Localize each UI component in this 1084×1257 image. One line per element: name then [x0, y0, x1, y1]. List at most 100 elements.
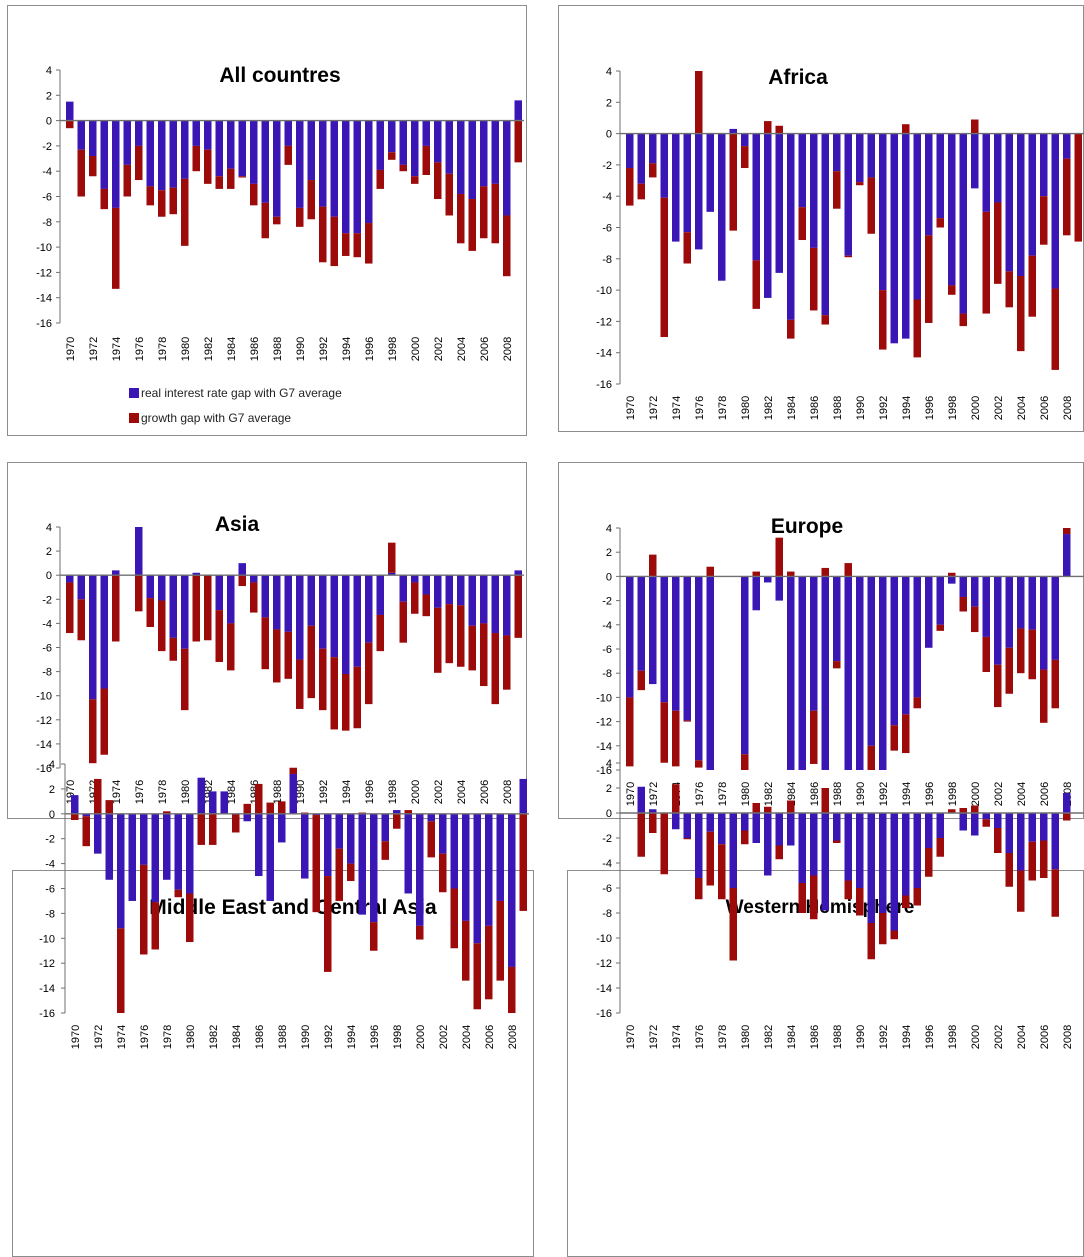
- bar-growth-gap: [833, 171, 841, 209]
- bar-rate-gap: [66, 575, 74, 583]
- bar-rate-gap: [660, 133, 668, 198]
- x-tick-label: 1972: [648, 1025, 660, 1049]
- bar-rate-gap: [146, 120, 154, 187]
- bar-growth-gap: [376, 169, 384, 189]
- x-tick-label: 2004: [1016, 396, 1028, 420]
- bar-growth-gap: [296, 207, 304, 227]
- bar-rate-gap: [399, 120, 407, 165]
- bar-rate-gap: [833, 133, 841, 172]
- bar-rate-gap: [856, 576, 864, 770]
- bar-rate-gap: [741, 576, 749, 755]
- x-tick-label: 1992: [878, 1025, 890, 1049]
- bar-growth-gap: [480, 186, 488, 239]
- x-tick-label: 1974: [111, 780, 123, 804]
- y-tick-label: 0: [46, 570, 52, 582]
- bar-growth-gap: [752, 571, 760, 577]
- x-tick-label: 1992: [878, 396, 890, 420]
- bar-rate-gap: [376, 120, 384, 170]
- bar-rate-gap: [867, 813, 875, 923]
- bar-rate-gap: [1005, 813, 1013, 853]
- bar-growth-gap: [867, 923, 875, 960]
- bar-growth-gap: [913, 697, 921, 709]
- x-tick-label: 1986: [809, 396, 821, 420]
- bar-growth-gap: [445, 604, 453, 664]
- bar-rate-gap: [158, 120, 166, 191]
- bar-rate-gap: [266, 813, 274, 901]
- bar-growth-gap: [856, 888, 864, 916]
- x-tick-label: 1990: [855, 782, 867, 806]
- bar-rate-gap: [867, 576, 875, 746]
- bar-rate-gap: [706, 133, 714, 212]
- bar-growth-gap: [706, 831, 714, 886]
- bar-growth-gap: [879, 913, 887, 945]
- y-tick-label: 2: [606, 547, 612, 559]
- bar-rate-gap: [982, 813, 990, 820]
- bar-rate-gap: [1040, 576, 1048, 670]
- bar-growth-gap: [289, 767, 297, 774]
- bar-growth-gap: [227, 623, 235, 671]
- bar-rate-gap: [971, 576, 979, 607]
- bar-growth-gap: [672, 710, 680, 767]
- bar-growth-gap: [626, 697, 634, 767]
- bar-rate-gap: [660, 576, 668, 703]
- y-tick-label: -2: [42, 594, 52, 606]
- bar-growth-gap: [844, 255, 852, 258]
- bar-rate-gap: [399, 575, 407, 602]
- bar-rate-gap: [856, 133, 864, 183]
- bar-growth-gap: [775, 537, 783, 577]
- bar-rate-gap: [695, 813, 703, 878]
- bar-growth-gap: [434, 162, 442, 200]
- x-tick-label: 1994: [901, 782, 913, 806]
- bar-growth-gap: [112, 575, 120, 642]
- bar-growth-gap: [672, 784, 680, 813]
- bar-rate-gap: [683, 813, 691, 838]
- bar-growth-gap: [411, 176, 419, 184]
- bar-growth-gap: [100, 188, 108, 210]
- x-tick-label: 1998: [947, 782, 959, 806]
- bar-rate-gap: [468, 120, 476, 200]
- bar-rate-gap: [473, 813, 481, 944]
- bar-rate-gap: [683, 576, 691, 721]
- bar-rate-gap: [485, 813, 493, 926]
- bar-rate-gap: [775, 813, 783, 846]
- x-tick-label: 1996: [364, 337, 376, 361]
- bar-rate-gap: [913, 576, 921, 698]
- bar-growth-gap: [77, 599, 85, 641]
- x-tick-label: 1984: [786, 782, 798, 806]
- bar-rate-gap: [434, 575, 442, 608]
- bar-growth-gap: [902, 895, 910, 908]
- bar-rate-gap: [393, 810, 401, 814]
- y-tick-label: -14: [596, 348, 612, 360]
- x-tick-label: 2004: [461, 1025, 473, 1049]
- bar-growth-gap: [261, 617, 269, 670]
- bar-growth-gap: [695, 71, 703, 134]
- bar-rate-gap: [764, 813, 772, 876]
- bar-rate-gap: [706, 813, 714, 832]
- bar-growth-gap: [261, 202, 269, 239]
- bar-growth-gap: [227, 168, 235, 189]
- bar-rate-gap: [480, 120, 488, 187]
- bar-growth-gap: [123, 164, 131, 197]
- bar-rate-gap: [856, 813, 864, 888]
- bar-growth-gap: [273, 629, 281, 683]
- bar-growth-gap: [82, 816, 90, 847]
- x-tick-label: 2000: [970, 1025, 982, 1049]
- x-tick-label: 2008: [502, 337, 514, 361]
- bar-rate-gap: [491, 575, 499, 634]
- bar-rate-gap: [227, 575, 235, 624]
- bar-rate-gap: [77, 575, 85, 600]
- x-tick-label: 1986: [809, 782, 821, 806]
- x-tick-label: 1984: [231, 1025, 243, 1049]
- x-tick-label: 1986: [254, 1025, 266, 1049]
- bar-rate-gap: [278, 813, 286, 843]
- x-tick-label: 2002: [433, 780, 445, 804]
- x-tick-label: 1980: [740, 1025, 752, 1049]
- x-tick-label: 1978: [717, 396, 729, 420]
- chart-title: Western Hemisphere: [726, 897, 915, 918]
- bar-rate-gap: [752, 133, 760, 261]
- bar-growth-gap: [971, 606, 979, 633]
- bar-growth-gap: [787, 571, 795, 577]
- bar-rate-gap: [1017, 576, 1025, 629]
- bar-rate-gap: [163, 813, 171, 880]
- bar-rate-gap: [151, 813, 159, 903]
